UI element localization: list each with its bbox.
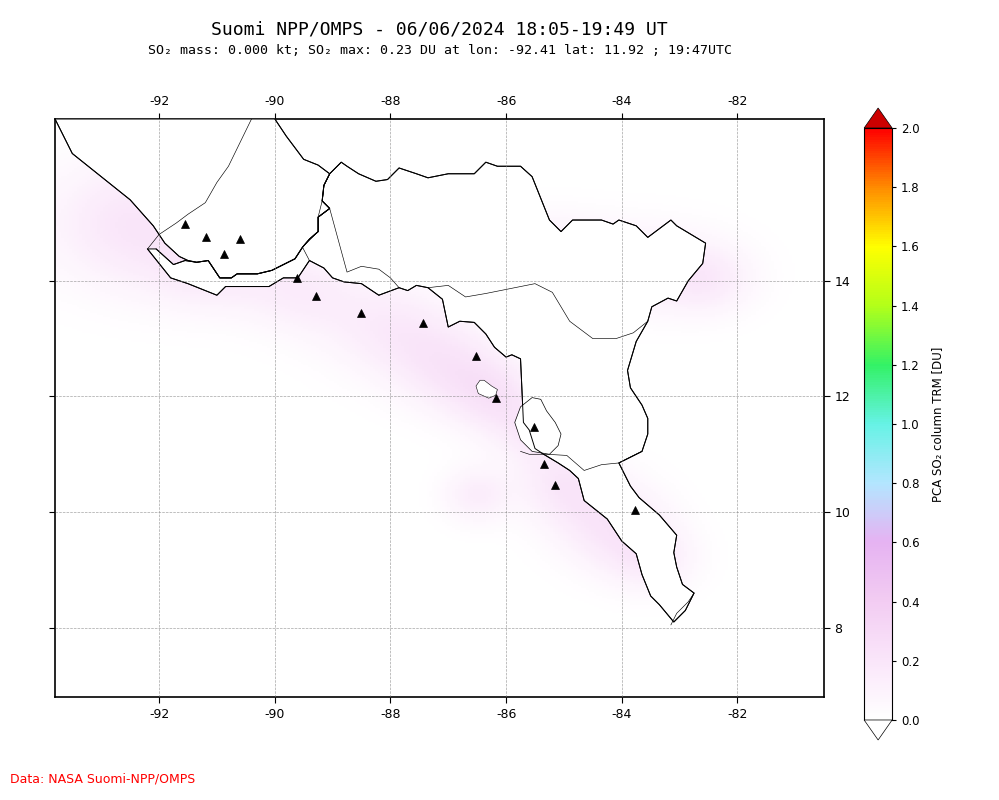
Text: SO₂ mass: 0.000 kt; SO₂ max: 0.23 DU at lon: -92.41 lat: 11.92 ; 19:47UTC: SO₂ mass: 0.000 kt; SO₂ max: 0.23 DU at … [148,44,731,57]
Polygon shape [148,162,705,622]
Y-axis label: PCA SO₂ column TRM [DU]: PCA SO₂ column TRM [DU] [931,346,944,502]
Polygon shape [55,119,330,278]
Polygon shape [476,380,498,398]
Text: Data: NASA Suomi-NPP/OMPS: Data: NASA Suomi-NPP/OMPS [10,773,195,786]
Polygon shape [514,398,561,454]
Text: Suomi NPP/OMPS - 06/06/2024 18:05-19:49 UT: Suomi NPP/OMPS - 06/06/2024 18:05-19:49 … [211,20,668,38]
